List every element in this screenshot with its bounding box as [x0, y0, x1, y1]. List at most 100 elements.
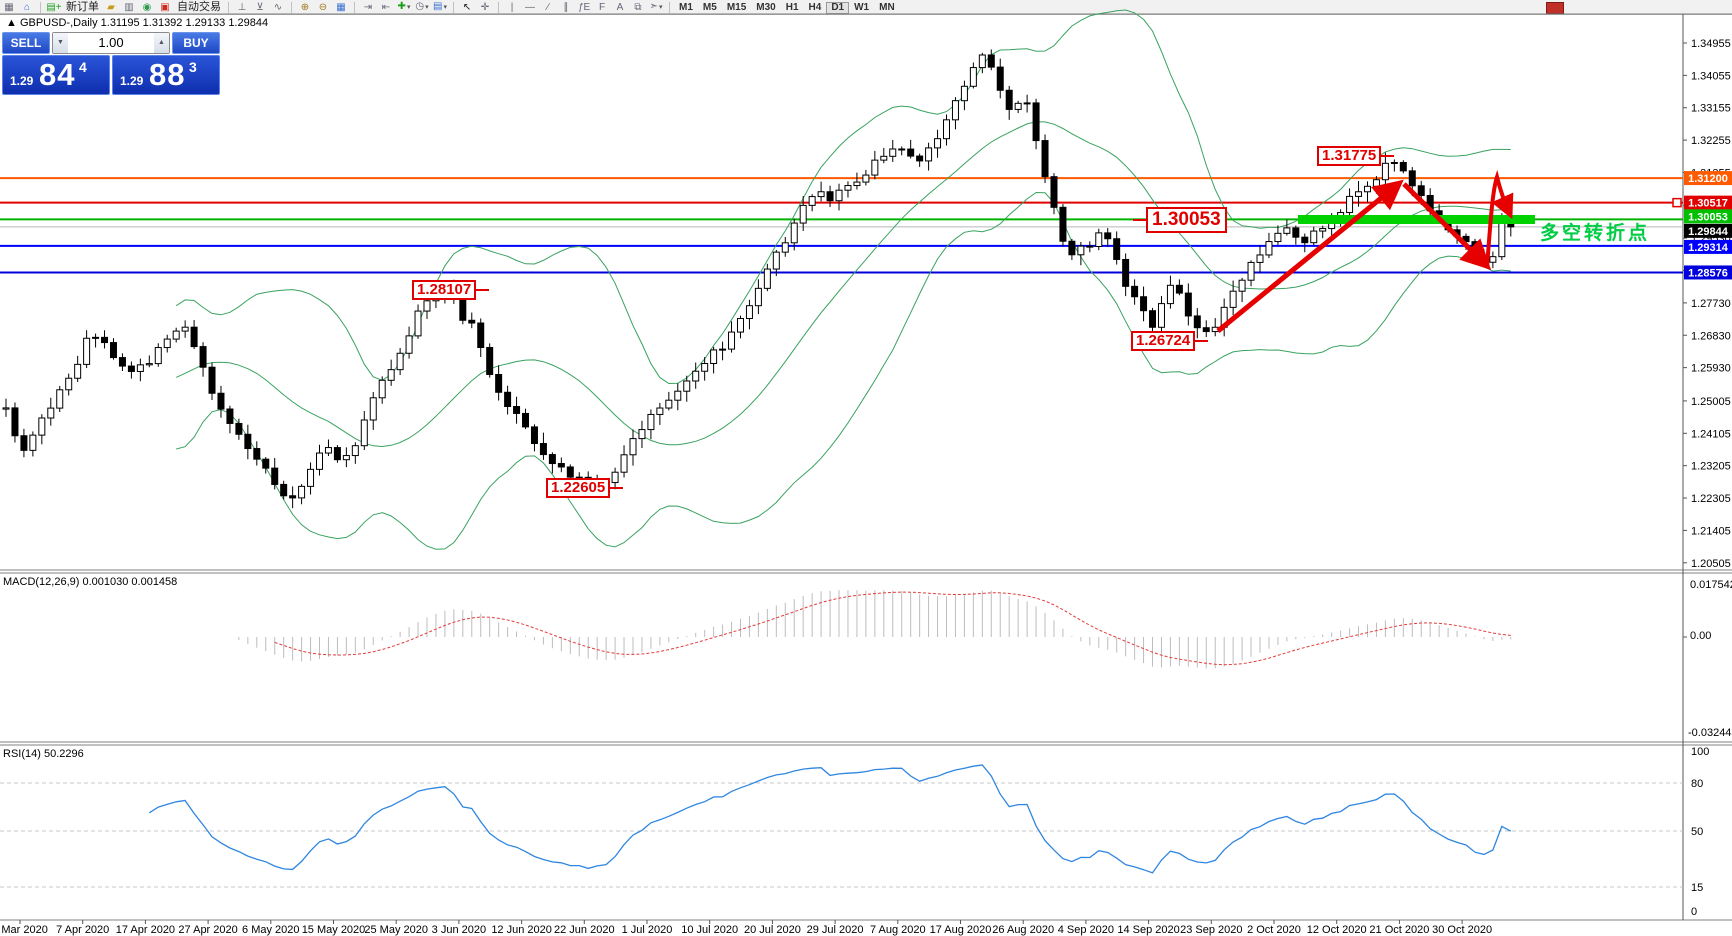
- fibonacci-fan-icon[interactable]: F: [598, 2, 606, 13]
- svg-text:1.33155: 1.33155: [1691, 103, 1731, 115]
- price-axis[interactable]: 1.349551.340551.331551.322551.313551.304…: [1683, 38, 1731, 570]
- buy-price-big: 88: [149, 57, 186, 92]
- chart-line-icon[interactable]: ∿: [273, 2, 283, 13]
- autotrading-icon[interactable]: ▣: [160, 2, 170, 13]
- svg-text:1.31200: 1.31200: [1688, 173, 1728, 185]
- buy-button[interactable]: BUY: [172, 32, 220, 54]
- svg-text:1.30517: 1.30517: [1688, 198, 1728, 210]
- label-anchor-dash: [610, 487, 624, 489]
- chart-candles-icon[interactable]: ⊻: [256, 2, 264, 13]
- price-object-label[interactable]: 1.30053: [1133, 207, 1227, 233]
- periods-icon[interactable]: ◷▾: [415, 1, 429, 12]
- svg-text:1.25005: 1.25005: [1691, 396, 1731, 408]
- green-zone-highlight[interactable]: [1298, 215, 1535, 224]
- ohlc-high: 1.31392: [142, 17, 183, 29]
- zoom-in-icon[interactable]: ⊕: [300, 2, 310, 13]
- price-object-label[interactable]: 1.22605: [546, 478, 624, 498]
- line-selection-handle[interactable]: [1672, 197, 1682, 208]
- horizontal-line-icon[interactable]: —: [525, 2, 535, 13]
- volume-value[interactable]: 1.00: [98, 35, 124, 50]
- timeframe-button-m30[interactable]: M30: [756, 2, 776, 13]
- timeframe-button-w1[interactable]: W1: [854, 2, 870, 13]
- zoom-out-icon[interactable]: ⊖: [318, 2, 328, 13]
- candlestick-series[interactable]: [2, 49, 1515, 509]
- collapse-arrow-icon[interactable]: ▲: [6, 17, 17, 29]
- new-order-button[interactable]: 新订单: [66, 1, 99, 13]
- svg-text:25 May 2020: 25 May 2020: [364, 924, 428, 936]
- timeframe-button-h4[interactable]: H4: [808, 2, 822, 13]
- auto-scroll-icon[interactable]: ⇤: [381, 2, 391, 13]
- svg-text:1.29314: 1.29314: [1688, 242, 1729, 254]
- crosshair-icon[interactable]: ✛: [480, 2, 490, 13]
- timeframe-button-m15[interactable]: M15: [726, 2, 747, 13]
- trend-arrows[interactable]: [1216, 169, 1514, 333]
- vertical-line-icon[interactable]: |: [510, 2, 514, 13]
- volume-down-button[interactable]: ▼: [53, 33, 68, 53]
- macd-scale-zero: 0.00: [1690, 630, 1712, 642]
- macd-title: MACD(12,26,9) 0.001030 0.001458: [3, 576, 178, 588]
- arrows-tool-icon[interactable]: ➣▾: [649, 1, 663, 12]
- gold-icon[interactable]: ▰: [107, 2, 115, 13]
- svg-text:20 Jul 2020: 20 Jul 2020: [744, 924, 801, 936]
- tile-windows-icon[interactable]: ▦: [336, 2, 346, 13]
- trendline-icon[interactable]: ∕: [547, 2, 549, 13]
- svg-text:23 Sep 2020: 23 Sep 2020: [1180, 924, 1242, 936]
- indicators-add-icon[interactable]: ✚▾: [397, 1, 411, 12]
- svg-text:15 May 2020: 15 May 2020: [302, 924, 366, 936]
- svg-text:1.24105: 1.24105: [1691, 428, 1731, 440]
- svg-text:1.29844: 1.29844: [1688, 226, 1729, 238]
- svg-text:7 Apr 2020: 7 Apr 2020: [56, 924, 109, 936]
- timeframe-button-m1[interactable]: M1: [679, 2, 693, 13]
- macd-scale-top: 0.017542: [1690, 579, 1732, 591]
- label-anchor-dash: [1381, 155, 1395, 157]
- svg-text:21 Oct 2020: 21 Oct 2020: [1369, 924, 1429, 936]
- price-object-label[interactable]: 1.26724: [1131, 331, 1209, 351]
- chart-shift-icon[interactable]: ⇥: [363, 2, 373, 13]
- timeframe-button-m5[interactable]: M5: [702, 2, 717, 13]
- svg-text:6 May 2020: 6 May 2020: [242, 924, 299, 936]
- rsi-title: RSI(14) 50.2296: [3, 748, 84, 760]
- svg-text:22 Jun 2020: 22 Jun 2020: [554, 924, 615, 936]
- svg-text:12 Oct 2020: 12 Oct 2020: [1307, 924, 1367, 936]
- bollinger-bands: [175, 9, 1511, 550]
- toolbar-separator: [354, 2, 355, 13]
- svg-text:10 Jul 2020: 10 Jul 2020: [681, 924, 738, 936]
- volume-up-button[interactable]: ▲: [154, 33, 169, 53]
- svg-text:4 Sep 2020: 4 Sep 2020: [1058, 924, 1114, 936]
- buy-price-box[interactable]: 1.29 88 3: [112, 55, 220, 95]
- chart-bars-icon[interactable]: ⊥: [237, 2, 247, 13]
- svg-text:1.27730: 1.27730: [1691, 298, 1731, 310]
- text-label-icon[interactable]: ⧉: [634, 2, 642, 13]
- turning-point-annotation[interactable]: 多空转折点: [1540, 223, 1651, 244]
- templates-icon[interactable]: ▤▾: [433, 1, 447, 12]
- cursor-icon[interactable]: ↖: [462, 2, 472, 13]
- buy-price-pip: 3: [189, 59, 197, 75]
- webphone-icon[interactable]: ◉: [142, 2, 152, 13]
- buy-price-prefix: 1.29: [120, 74, 144, 88]
- price-object-label[interactable]: 1.31775: [1317, 146, 1395, 166]
- svg-text:9 Mar 2020: 9 Mar 2020: [0, 924, 48, 936]
- svg-text:1.25930: 1.25930: [1691, 363, 1731, 375]
- timeframe-button-mn[interactable]: MN: [879, 2, 895, 13]
- toolbar-separator: [291, 2, 292, 13]
- timeframe-button-h1[interactable]: H1: [785, 2, 799, 13]
- channel-icon[interactable]: ∥: [563, 2, 569, 13]
- text-icon[interactable]: A: [616, 2, 624, 13]
- price-object-label[interactable]: 1.28107: [412, 280, 490, 300]
- autotrading-button[interactable]: 自动交易: [177, 1, 221, 13]
- sell-button[interactable]: SELL: [2, 32, 50, 54]
- svg-text:14 Sep 2020: 14 Sep 2020: [1117, 924, 1179, 936]
- new-chart-icon[interactable]: ▦: [4, 2, 14, 13]
- svg-text:1.32255: 1.32255: [1691, 135, 1731, 147]
- svg-text:30 Oct 2020: 30 Oct 2020: [1432, 924, 1492, 936]
- svg-text:2 Oct 2020: 2 Oct 2020: [1247, 924, 1301, 936]
- fibonacci-icon[interactable]: ƒE: [577, 2, 591, 13]
- terminal-icon[interactable]: ▥: [124, 2, 134, 13]
- market-watch-icon[interactable]: ⌂: [23, 2, 31, 13]
- new-order-icon[interactable]: ▤+: [46, 2, 62, 13]
- sell-price-box[interactable]: 1.29 84 4: [2, 55, 110, 95]
